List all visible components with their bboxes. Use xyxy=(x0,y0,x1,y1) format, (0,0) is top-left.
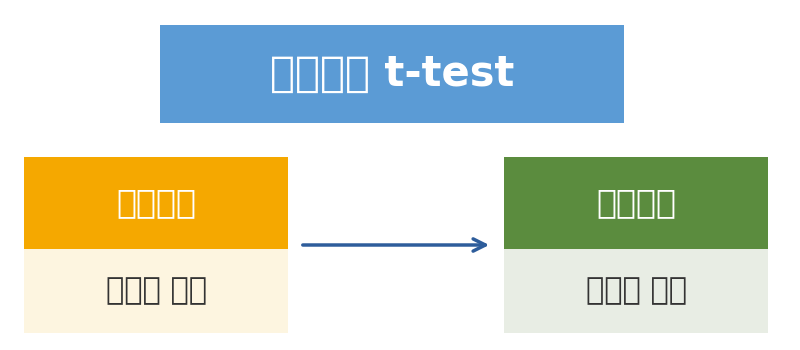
Text: 종속변수: 종속변수 xyxy=(596,187,676,219)
Text: 독립변수: 독립변수 xyxy=(116,187,196,219)
FancyBboxPatch shape xyxy=(24,158,288,248)
Text: 연속형 척도: 연속형 척도 xyxy=(586,276,686,305)
FancyBboxPatch shape xyxy=(160,25,624,122)
FancyBboxPatch shape xyxy=(504,248,768,332)
Text: 범주형 척도: 범주형 척도 xyxy=(106,276,206,305)
FancyBboxPatch shape xyxy=(504,158,768,248)
Text: 독립표본 t-test: 독립표본 t-test xyxy=(270,52,514,94)
FancyBboxPatch shape xyxy=(24,248,288,332)
